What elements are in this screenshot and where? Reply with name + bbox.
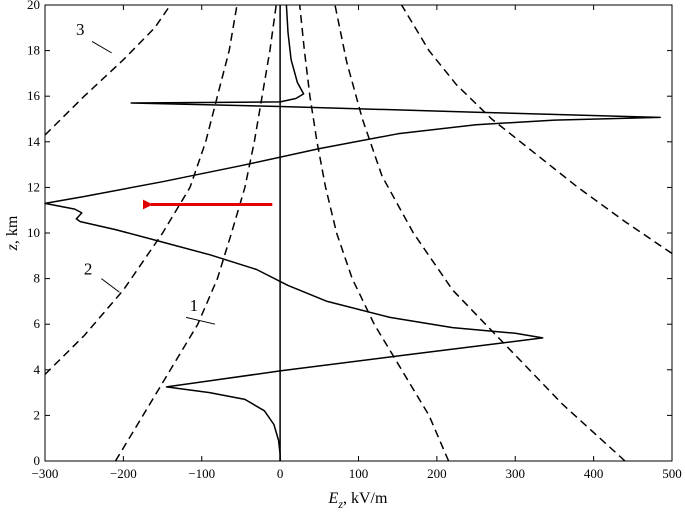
x-tick-label: 0 xyxy=(277,466,284,481)
plot-frame xyxy=(44,4,673,462)
dashed-curve xyxy=(400,4,673,255)
x-tick-label: 500 xyxy=(662,466,682,481)
plot-area: 1 2 3 xyxy=(44,4,673,462)
y-tick-label: 4 xyxy=(34,362,41,377)
x-axis-label-main: E xyxy=(328,490,339,507)
y-tick-label: 12 xyxy=(27,179,40,194)
y-tick-label: 16 xyxy=(27,88,41,103)
dashed-curve xyxy=(44,4,172,136)
x-axis-ticks: −300 −200 −100 0 100 200 300 400 500 xyxy=(32,5,682,481)
x-tick-label: 100 xyxy=(349,466,369,481)
x-tick-label: 200 xyxy=(427,466,447,481)
y-tick-label: 10 xyxy=(27,225,40,240)
x-tick-label: 400 xyxy=(584,466,604,481)
x-tick-label: 300 xyxy=(506,466,526,481)
y-tick-label: 6 xyxy=(34,316,41,331)
y-tick-label: 18 xyxy=(27,43,40,58)
y-axis-label-main: z xyxy=(4,243,21,251)
dashed-curve xyxy=(298,4,450,462)
x-tick-label: −300 xyxy=(32,466,59,481)
curve-label: 1 xyxy=(190,296,199,315)
y-tick-label: 2 xyxy=(34,407,41,422)
dashed-curve xyxy=(44,4,238,375)
y-tick-label: 20 xyxy=(27,0,40,12)
x-axis-label-units: , kV/m xyxy=(343,490,388,507)
dashed-curve xyxy=(334,4,626,462)
y-axis-label-units: , km xyxy=(4,215,21,244)
curve-label: 3 xyxy=(76,20,85,39)
x-axis-label: Ez, kV/m xyxy=(328,490,388,511)
solid-curve xyxy=(44,4,661,461)
y-tick-label: 8 xyxy=(34,271,41,286)
curve-labels: 1 2 3 xyxy=(76,20,216,325)
curve-label-leader xyxy=(91,41,112,54)
curve-label: 2 xyxy=(84,259,93,278)
curve-label-leader xyxy=(185,316,216,325)
curves xyxy=(44,4,673,462)
y-tick-label: 14 xyxy=(27,134,41,149)
y-tick-label: 0 xyxy=(34,453,41,468)
x-tick-label: −200 xyxy=(110,466,137,481)
y-axis-label: z, km xyxy=(4,215,21,251)
x-axis-label-sub: z xyxy=(337,497,343,511)
dashed-curve xyxy=(114,4,277,462)
x-tick-label: −100 xyxy=(188,466,215,481)
curve-label-leader xyxy=(101,278,120,293)
